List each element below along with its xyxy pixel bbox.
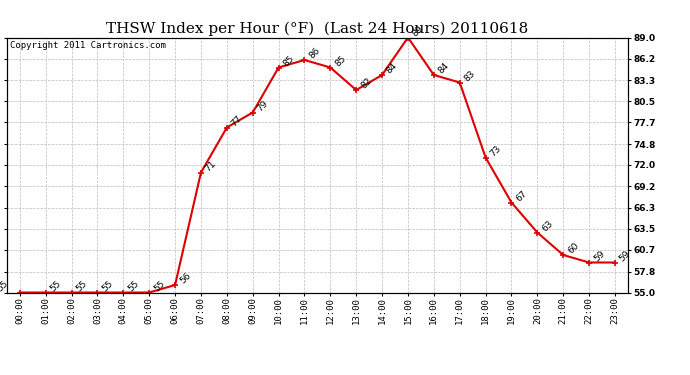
Text: 55: 55 bbox=[126, 279, 141, 293]
Title: THSW Index per Hour (°F)  (Last 24 Hours) 20110618: THSW Index per Hour (°F) (Last 24 Hours)… bbox=[106, 22, 529, 36]
Text: 82: 82 bbox=[359, 76, 373, 91]
Text: 56: 56 bbox=[178, 271, 193, 286]
Text: 67: 67 bbox=[514, 189, 529, 203]
Text: 55: 55 bbox=[0, 279, 10, 293]
Text: 60: 60 bbox=[566, 241, 580, 256]
Text: 71: 71 bbox=[204, 159, 218, 173]
Text: 77: 77 bbox=[230, 114, 244, 128]
Text: 59: 59 bbox=[592, 249, 607, 263]
Text: 85: 85 bbox=[282, 54, 296, 68]
Text: 86: 86 bbox=[307, 46, 322, 61]
Text: 84: 84 bbox=[385, 61, 400, 76]
Text: 59: 59 bbox=[618, 249, 632, 263]
Text: Copyright 2011 Cartronics.com: Copyright 2011 Cartronics.com bbox=[10, 41, 166, 50]
Text: 83: 83 bbox=[462, 69, 477, 83]
Text: 85: 85 bbox=[333, 54, 348, 68]
Text: 89: 89 bbox=[411, 24, 425, 38]
Text: 63: 63 bbox=[540, 219, 555, 233]
Text: 73: 73 bbox=[489, 144, 503, 158]
Text: 55: 55 bbox=[75, 279, 89, 293]
Text: 55: 55 bbox=[152, 279, 166, 293]
Text: 84: 84 bbox=[437, 61, 451, 76]
Text: 55: 55 bbox=[48, 279, 63, 293]
Text: 79: 79 bbox=[255, 99, 270, 113]
Text: 55: 55 bbox=[100, 279, 115, 293]
